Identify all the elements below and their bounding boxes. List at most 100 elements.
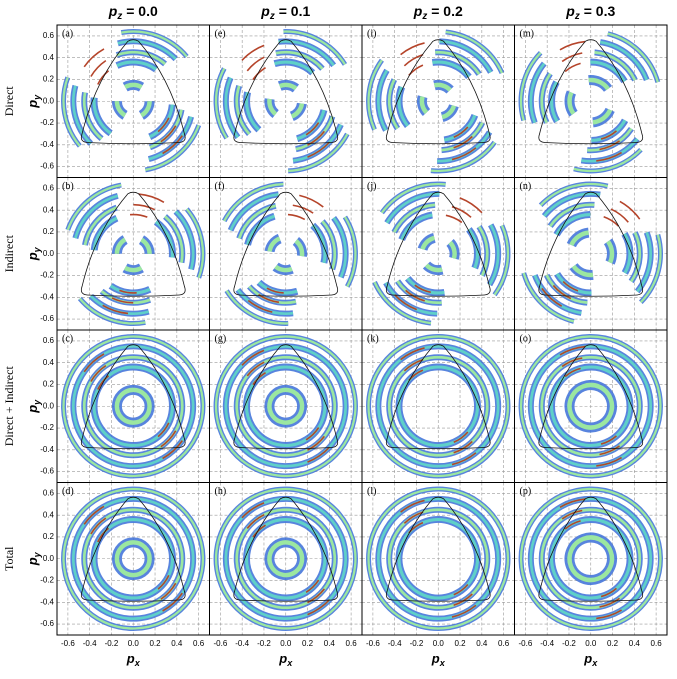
ring-peak: [93, 61, 174, 142]
ring-peak: [388, 51, 489, 152]
axis-label: py: [25, 399, 42, 414]
ring-inner: [62, 487, 205, 630]
ring-peak: [540, 203, 641, 304]
x-tick-label: 0.2: [454, 639, 466, 648]
boundary: [538, 39, 644, 145]
ring-peak: [540, 508, 641, 609]
ring-inner: [376, 39, 500, 163]
symbol: p: [25, 100, 40, 109]
header-value: = 0.2: [431, 3, 463, 19]
ring-inner: [397, 365, 480, 448]
ring-peak: [225, 345, 347, 467]
ring-peak: [377, 193, 499, 315]
ring-inner: [244, 517, 327, 600]
ring-inner: [419, 82, 457, 120]
x-tick-label: 0.4: [171, 639, 183, 648]
y-tick-label: 0.0: [43, 554, 55, 563]
y-tick-label: 0.6: [43, 31, 55, 40]
panel-letter: (l): [367, 486, 376, 497]
symbol: p: [260, 3, 270, 19]
ring-peak: [245, 518, 326, 599]
ring-inner: [376, 344, 500, 468]
axis-label: px: [126, 651, 141, 668]
panel-letter: (o): [520, 333, 532, 344]
x-tick-label: -0.2: [257, 639, 271, 648]
ring-peak: [245, 366, 326, 447]
ring-peak: [540, 356, 641, 457]
subscript: x: [591, 658, 598, 668]
ring-peak: [83, 356, 184, 457]
ring-peak: [388, 356, 489, 457]
panel-letter: (a): [62, 28, 73, 39]
panel-letter: (i): [367, 28, 376, 39]
ring-peak: [225, 498, 347, 620]
ring-inner: [92, 365, 175, 448]
y-tick-label: 0.2: [43, 532, 55, 541]
ring-inner: [367, 30, 510, 173]
y-tick-label: 0.0: [43, 249, 55, 258]
ring-inner: [92, 517, 175, 600]
ring-inner: [549, 517, 632, 600]
y-tick-label: -0.6: [40, 467, 54, 476]
ring-peak: [72, 40, 194, 162]
boundary: [385, 191, 491, 297]
ring-inner: [567, 77, 615, 125]
row-label: Direct: [2, 86, 16, 117]
ring-inner: [519, 30, 662, 173]
panel-letter: (h): [215, 486, 227, 497]
symbol: p: [431, 651, 440, 666]
panel: [514, 177, 667, 330]
boundary: [80, 191, 186, 297]
panel-letter: (c): [62, 333, 73, 344]
ring-inner: [549, 212, 632, 295]
axis-label: py: [25, 551, 42, 566]
ring-inner: [71, 344, 195, 468]
panel: [362, 177, 515, 330]
ring-inner: [367, 335, 510, 478]
subscript: x: [286, 658, 293, 668]
panel: [209, 482, 362, 635]
axis-label: px: [278, 651, 293, 668]
panel: [209, 177, 362, 330]
axis-label: px: [431, 651, 446, 668]
panel-letter: (p): [520, 486, 532, 497]
ring-inner: [519, 335, 662, 478]
y-tick-label: -0.2: [40, 271, 54, 280]
panel: [57, 482, 210, 635]
ring-inner: [71, 192, 195, 316]
y-tick-label: 0.2: [43, 380, 55, 389]
panel-letter: (n): [520, 181, 532, 192]
ring-inner: [267, 387, 305, 425]
ring-inner: [114, 235, 152, 273]
y-tick-label: 0.0: [43, 96, 55, 105]
panel-letter: (m): [520, 28, 534, 39]
ring-inner: [82, 508, 184, 610]
ring-peak: [83, 203, 184, 304]
y-tick-label: 0.0: [43, 401, 55, 410]
ring-peak: [235, 508, 336, 609]
panel: [57, 330, 210, 483]
y-tick-label: 0.6: [43, 336, 55, 345]
ring-peak: [93, 518, 174, 599]
panel: [362, 330, 515, 483]
x-tick-label: 0.2: [607, 639, 619, 648]
axis-label: py: [25, 94, 42, 109]
subscript: y: [32, 246, 42, 253]
subscript: x: [134, 658, 141, 668]
ring-inner: [114, 82, 152, 120]
boundary: [80, 496, 186, 602]
ring-peak: [377, 40, 499, 162]
boundary: [80, 39, 186, 145]
header-value: = 0.1: [279, 3, 311, 19]
panel-letter: (f): [215, 181, 225, 192]
x-tick-label: 0.4: [476, 639, 488, 648]
column-header: pz = 0.2: [413, 3, 463, 22]
y-tick-label: -0.2: [40, 576, 54, 585]
ring-inner: [529, 344, 653, 468]
x-tick-label: -0.6: [213, 639, 227, 648]
x-tick-label: 0.0: [585, 639, 597, 648]
panel: [514, 482, 667, 635]
ring-inner: [244, 365, 327, 448]
ring-inner: [367, 487, 510, 630]
row-label: Direct + Indirect: [2, 366, 16, 447]
